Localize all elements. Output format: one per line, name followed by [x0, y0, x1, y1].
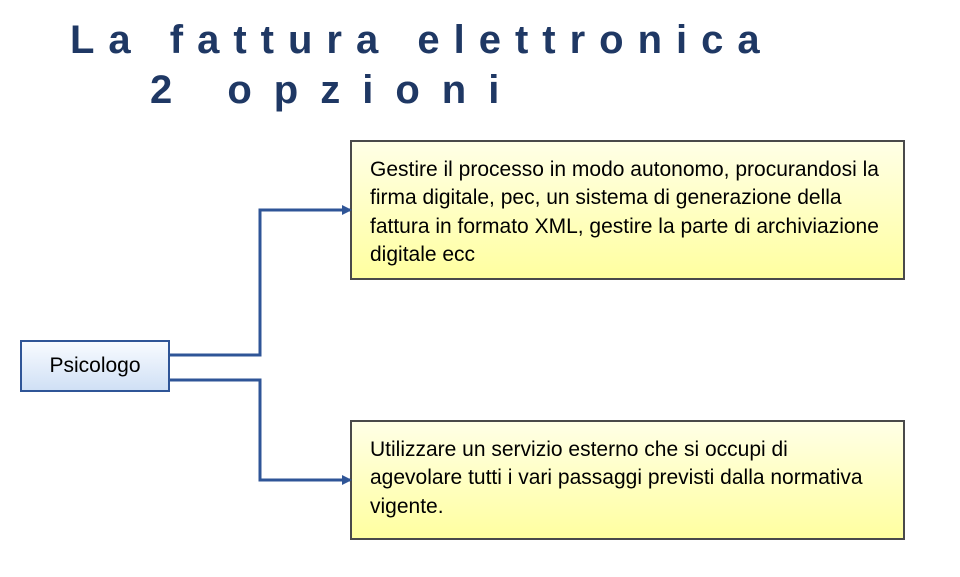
- option-text-1: Gestire il processo in modo autonomo, pr…: [370, 158, 879, 266]
- option-text-2: Utilizzare un servizio esterno che si oc…: [370, 438, 863, 518]
- title-line-1: La fattura elettronica: [70, 18, 774, 63]
- option-box-2: Utilizzare un servizio esterno che si oc…: [350, 420, 905, 540]
- title-line-2: 2 opzioni: [150, 68, 521, 113]
- actor-box: Psicologo: [20, 340, 170, 392]
- option-box-1: Gestire il processo in modo autonomo, pr…: [350, 140, 905, 280]
- connector-1: [170, 210, 350, 355]
- connector-2: [170, 380, 350, 480]
- actor-label: Psicologo: [49, 354, 140, 378]
